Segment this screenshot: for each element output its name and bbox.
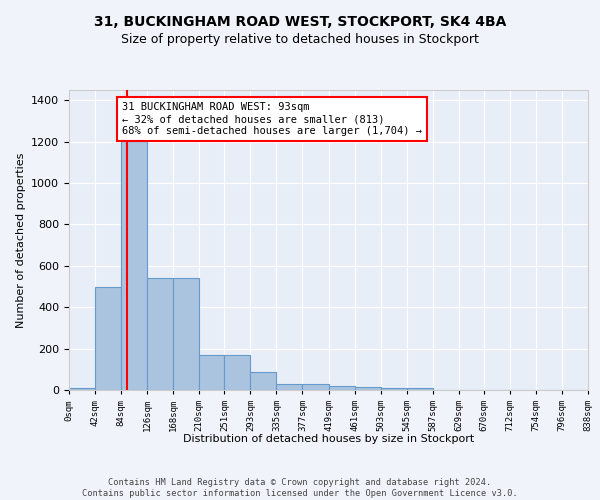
Bar xyxy=(199,355,224,390)
Bar xyxy=(147,278,173,390)
Bar xyxy=(250,372,277,390)
Bar xyxy=(380,388,407,390)
Text: 31 BUCKINGHAM ROAD WEST: 93sqm
← 32% of detached houses are smaller (813)
68% of: 31 BUCKINGHAM ROAD WEST: 93sqm ← 32% of … xyxy=(122,102,422,136)
Y-axis label: Number of detached properties: Number of detached properties xyxy=(16,152,26,328)
Text: Size of property relative to detached houses in Stockport: Size of property relative to detached ho… xyxy=(121,32,479,46)
Bar xyxy=(69,388,95,390)
Bar xyxy=(277,384,302,390)
Bar xyxy=(355,387,380,390)
Bar xyxy=(224,355,250,390)
Bar xyxy=(121,121,147,390)
Text: Contains HM Land Registry data © Crown copyright and database right 2024.
Contai: Contains HM Land Registry data © Crown c… xyxy=(82,478,518,498)
Bar xyxy=(407,388,433,390)
X-axis label: Distribution of detached houses by size in Stockport: Distribution of detached houses by size … xyxy=(183,434,474,444)
Bar xyxy=(302,384,329,390)
Bar xyxy=(95,286,121,390)
Text: 31, BUCKINGHAM ROAD WEST, STOCKPORT, SK4 4BA: 31, BUCKINGHAM ROAD WEST, STOCKPORT, SK4… xyxy=(94,15,506,29)
Bar xyxy=(329,386,355,390)
Bar xyxy=(173,278,199,390)
